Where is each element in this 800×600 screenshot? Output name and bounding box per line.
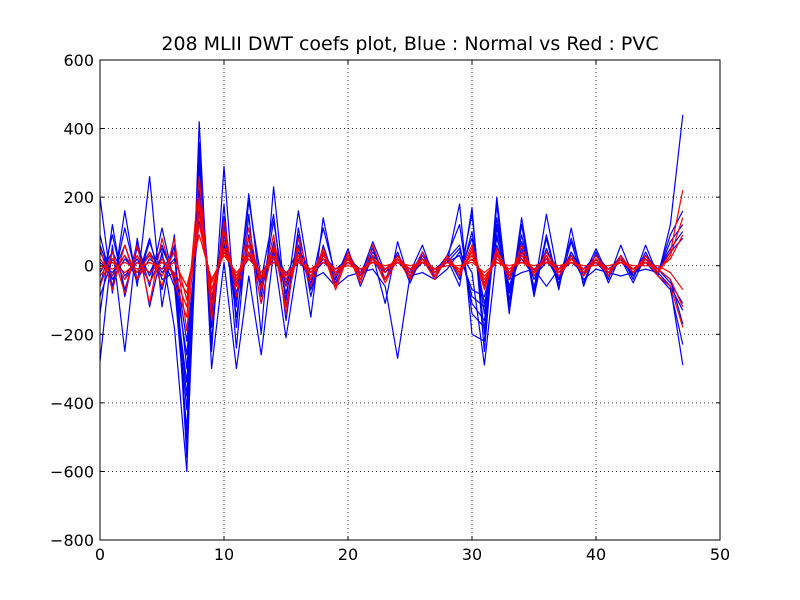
y-tick-label: −200 xyxy=(50,325,94,344)
x-tick-label: 30 xyxy=(462,545,482,564)
pvc-series-line xyxy=(100,223,684,294)
y-tick-label: 400 xyxy=(63,120,94,139)
axis-ticks: 0 10 20 30 40 50 −800 −600 −400 −200 0 200 400 600 xyxy=(50,51,730,564)
x-tick-label: 0 xyxy=(95,545,105,564)
y-tick-label: −400 xyxy=(50,394,94,413)
x-tick-label: 10 xyxy=(214,545,234,564)
axes-background xyxy=(100,60,720,540)
chart-title: 208 MLII DWT coefs plot, Blue : Normal v… xyxy=(161,33,659,55)
x-tick-label: 20 xyxy=(338,545,358,564)
y-tick-label: −600 xyxy=(50,462,94,481)
y-tick-label: 600 xyxy=(63,51,94,70)
pvc-series-line xyxy=(100,234,684,291)
axes-frame xyxy=(99,59,721,541)
x-tick-label: 40 xyxy=(586,545,606,564)
series-lines xyxy=(100,114,684,473)
y-tick-label: −800 xyxy=(50,531,94,550)
y-tick-label: 0 xyxy=(84,257,94,276)
x-tick-label: 50 xyxy=(710,545,730,564)
y-tick-label: 200 xyxy=(63,188,94,207)
